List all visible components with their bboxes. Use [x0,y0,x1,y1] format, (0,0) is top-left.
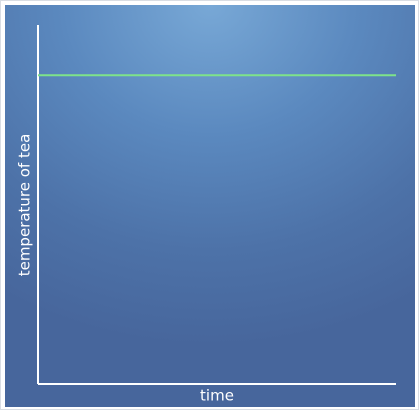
x-axis-title: time [200,387,234,405]
y-axis-title: temperature of tea [16,134,34,277]
axes-group [37,25,396,385]
chart-background [5,5,415,407]
